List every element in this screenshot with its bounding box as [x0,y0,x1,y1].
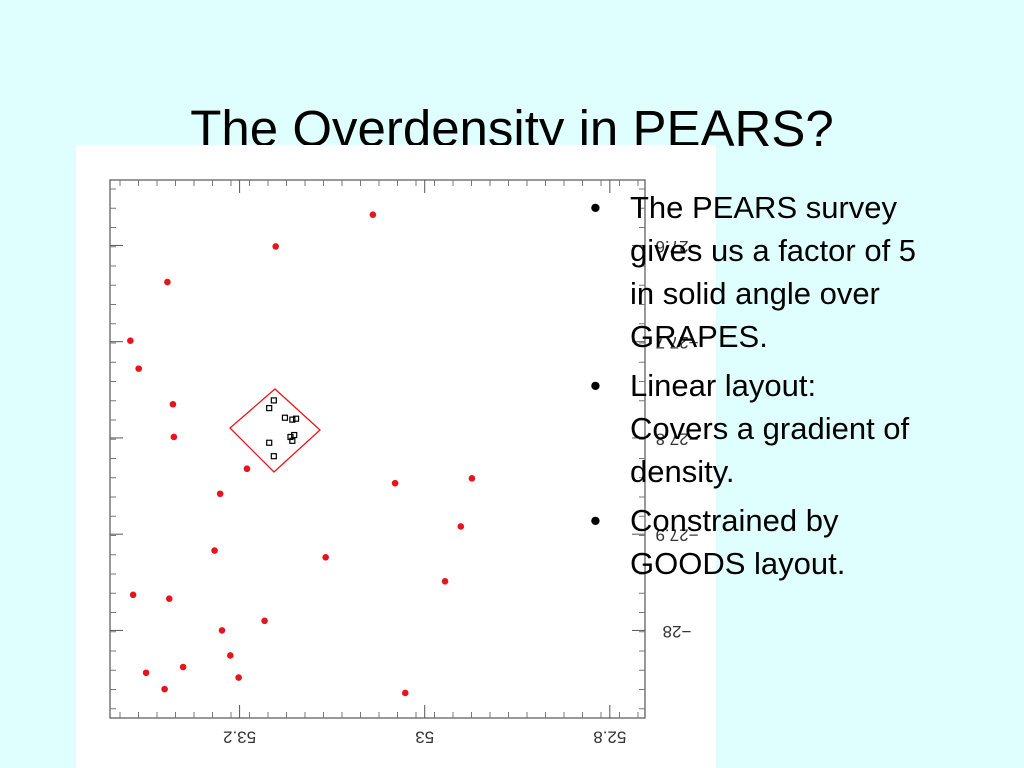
point [272,243,279,250]
point [291,431,298,439]
point [164,278,171,286]
point [235,674,242,681]
y-tick-label: −28 [663,622,692,641]
point [289,437,296,444]
point [322,553,329,561]
point [211,547,218,554]
point [270,397,277,404]
point [165,595,173,602]
point [369,211,377,218]
point [266,404,273,412]
point [129,591,137,599]
x-tick-label: 53 [415,728,434,747]
point [441,578,449,585]
point [401,689,409,697]
point [216,490,224,498]
point [391,479,399,487]
point [261,617,268,625]
region-box [229,388,321,473]
point [179,663,187,671]
point [270,453,277,460]
point [468,475,476,482]
point [281,414,289,421]
point [243,465,251,473]
point [161,685,168,693]
point [292,415,300,422]
point [135,365,142,372]
point [227,652,234,659]
point [289,416,296,423]
x-tick-label: 53.2 [223,728,256,747]
point [142,669,150,677]
bullet: Linear layout: Covers a gradient of dens… [590,364,918,493]
point [218,627,226,634]
point [170,433,178,441]
point [127,337,134,345]
bullet-list: The PEARS survey gives us a factor of 5 … [590,186,920,591]
point [266,439,273,446]
bullet: The PEARS survey gives us a factor of 5 … [590,186,918,358]
point [457,523,465,530]
point [169,400,177,408]
x-tick-label: 52.8 [593,728,626,747]
bullet: Constrained by GOODS layout. [590,499,918,585]
